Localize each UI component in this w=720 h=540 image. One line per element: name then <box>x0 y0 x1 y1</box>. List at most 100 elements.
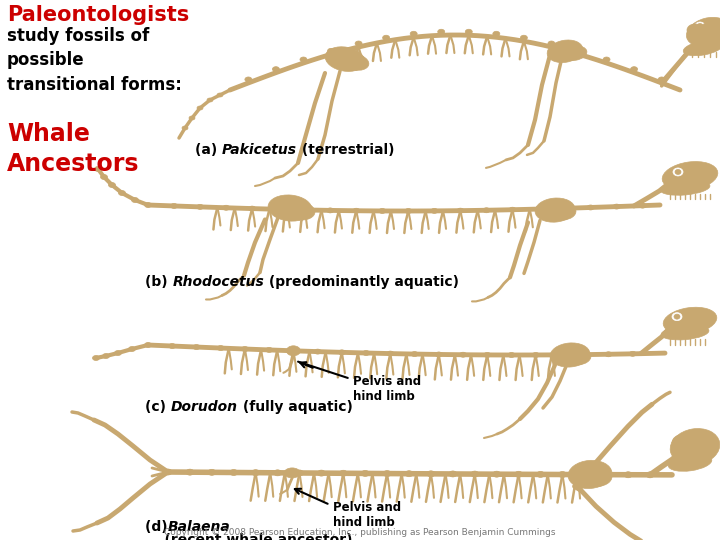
Ellipse shape <box>171 204 178 208</box>
Ellipse shape <box>101 174 107 179</box>
Text: (recent whale ancestor): (recent whale ancestor) <box>145 533 353 540</box>
Ellipse shape <box>581 352 588 357</box>
Ellipse shape <box>563 46 587 60</box>
Ellipse shape <box>508 353 515 357</box>
Text: (fully aquatic): (fully aquatic) <box>238 400 353 414</box>
Ellipse shape <box>411 352 418 356</box>
Ellipse shape <box>290 348 297 353</box>
Ellipse shape <box>449 471 457 477</box>
Ellipse shape <box>624 472 632 478</box>
Ellipse shape <box>668 454 712 471</box>
Ellipse shape <box>535 207 542 212</box>
Ellipse shape <box>550 343 590 367</box>
Ellipse shape <box>471 471 479 477</box>
Ellipse shape <box>109 183 115 187</box>
Ellipse shape <box>405 208 412 213</box>
Ellipse shape <box>661 326 709 340</box>
Ellipse shape <box>222 205 230 210</box>
Ellipse shape <box>383 470 391 477</box>
Ellipse shape <box>182 126 188 130</box>
Text: (terrestrial): (terrestrial) <box>297 143 395 157</box>
Ellipse shape <box>686 17 720 46</box>
Ellipse shape <box>341 54 369 70</box>
Ellipse shape <box>145 202 151 207</box>
Ellipse shape <box>639 203 646 208</box>
Ellipse shape <box>559 471 567 477</box>
Ellipse shape <box>515 471 523 477</box>
Text: (b): (b) <box>145 275 173 289</box>
Ellipse shape <box>536 471 544 477</box>
Ellipse shape <box>379 208 386 213</box>
Ellipse shape <box>457 208 464 213</box>
Ellipse shape <box>355 41 362 46</box>
Ellipse shape <box>675 170 681 174</box>
Ellipse shape <box>339 470 347 476</box>
Ellipse shape <box>436 352 442 357</box>
Ellipse shape <box>568 461 612 489</box>
Ellipse shape <box>521 35 527 40</box>
Ellipse shape <box>102 354 109 359</box>
Text: Rhodocetus: Rhodocetus <box>173 275 264 289</box>
Ellipse shape <box>128 347 135 352</box>
Ellipse shape <box>328 49 335 53</box>
Ellipse shape <box>314 349 321 354</box>
Ellipse shape <box>459 352 467 357</box>
Ellipse shape <box>629 352 636 356</box>
Ellipse shape <box>285 202 315 220</box>
Ellipse shape <box>658 77 665 82</box>
Text: Whale
Ancestors: Whale Ancestors <box>7 122 140 176</box>
Ellipse shape <box>230 469 238 476</box>
Ellipse shape <box>197 106 203 110</box>
Ellipse shape <box>272 66 279 72</box>
Ellipse shape <box>695 22 705 30</box>
Ellipse shape <box>631 66 638 72</box>
Ellipse shape <box>92 355 99 361</box>
Ellipse shape <box>274 470 282 476</box>
Ellipse shape <box>438 29 445 34</box>
Ellipse shape <box>193 345 200 349</box>
Ellipse shape <box>186 469 194 475</box>
Ellipse shape <box>548 41 555 46</box>
Ellipse shape <box>561 206 568 211</box>
Text: Pelvis and
hind limb: Pelvis and hind limb <box>333 501 401 529</box>
Ellipse shape <box>325 47 365 71</box>
Ellipse shape <box>295 470 303 476</box>
Text: (predominantly aquatic): (predominantly aquatic) <box>264 275 459 289</box>
Ellipse shape <box>327 208 334 213</box>
Ellipse shape <box>274 207 282 212</box>
Ellipse shape <box>662 161 718 191</box>
Text: (a): (a) <box>195 143 222 157</box>
Ellipse shape <box>663 307 717 334</box>
Ellipse shape <box>613 204 620 209</box>
Ellipse shape <box>603 57 610 62</box>
Ellipse shape <box>284 468 300 478</box>
Text: Copyright © 2008 Pearson Education, Inc., publishing as Pearson Benjamin Cumming: Copyright © 2008 Pearson Education, Inc.… <box>164 528 556 537</box>
Ellipse shape <box>241 347 248 352</box>
Text: Pelvis and
hind limb: Pelvis and hind limb <box>354 375 421 403</box>
Ellipse shape <box>119 191 125 195</box>
Ellipse shape <box>483 208 490 213</box>
Ellipse shape <box>164 469 172 475</box>
Text: (d): (d) <box>145 520 173 534</box>
Ellipse shape <box>208 469 216 475</box>
Ellipse shape <box>287 346 300 356</box>
Ellipse shape <box>587 205 594 210</box>
Ellipse shape <box>465 29 472 34</box>
Ellipse shape <box>660 181 710 195</box>
Ellipse shape <box>427 471 435 477</box>
Text: study fossils of
possible
transitional forms:: study fossils of possible transitional f… <box>7 27 182 93</box>
Ellipse shape <box>168 343 176 348</box>
Ellipse shape <box>492 31 500 36</box>
Ellipse shape <box>268 195 312 221</box>
Ellipse shape <box>605 352 612 357</box>
Text: Balaena: Balaena <box>168 520 230 534</box>
Ellipse shape <box>353 208 360 213</box>
Ellipse shape <box>602 471 611 478</box>
Text: Pakicetus: Pakicetus <box>222 143 297 157</box>
Ellipse shape <box>252 470 260 476</box>
Ellipse shape <box>266 347 273 353</box>
Ellipse shape <box>672 435 692 451</box>
Ellipse shape <box>535 198 575 222</box>
Ellipse shape <box>565 349 591 365</box>
Ellipse shape <box>300 57 307 62</box>
